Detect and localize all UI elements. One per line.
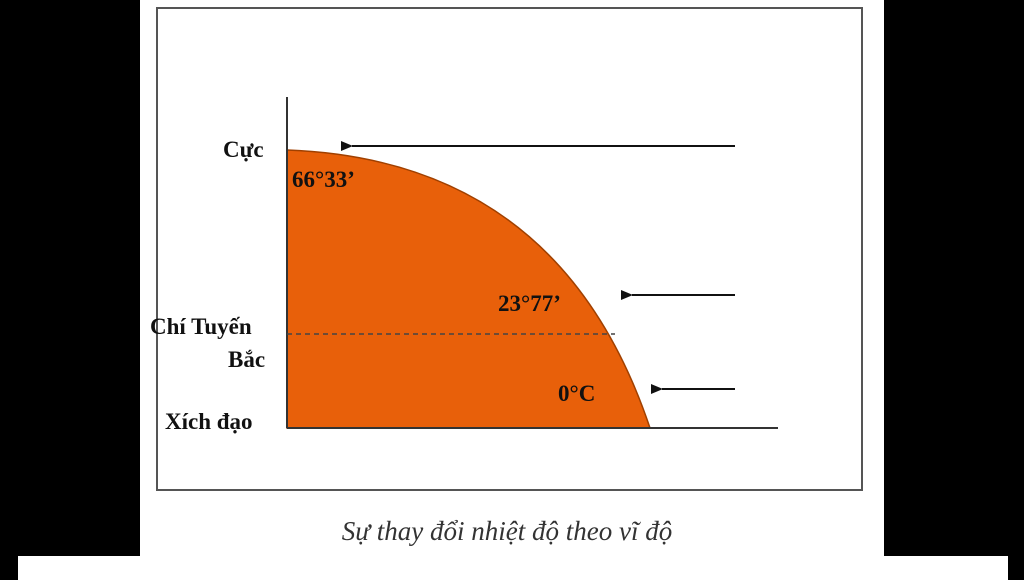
tropic-label: Chí Tuyến xyxy=(150,314,252,339)
tropic-label: Bắc xyxy=(228,347,265,372)
equator-label: Xích đạo xyxy=(165,409,253,434)
equator-temp: 0°C xyxy=(558,381,595,406)
caption: Sự thay đổi nhiệt độ theo vĩ độ xyxy=(342,516,672,546)
bottom-strip xyxy=(18,556,1008,580)
frame xyxy=(156,7,863,491)
temperature-area xyxy=(286,149,652,429)
pole-angle: 66°33’ xyxy=(292,167,355,192)
tropic-angle: 23°77’ xyxy=(498,291,561,316)
pole-label: Cực xyxy=(223,137,264,162)
